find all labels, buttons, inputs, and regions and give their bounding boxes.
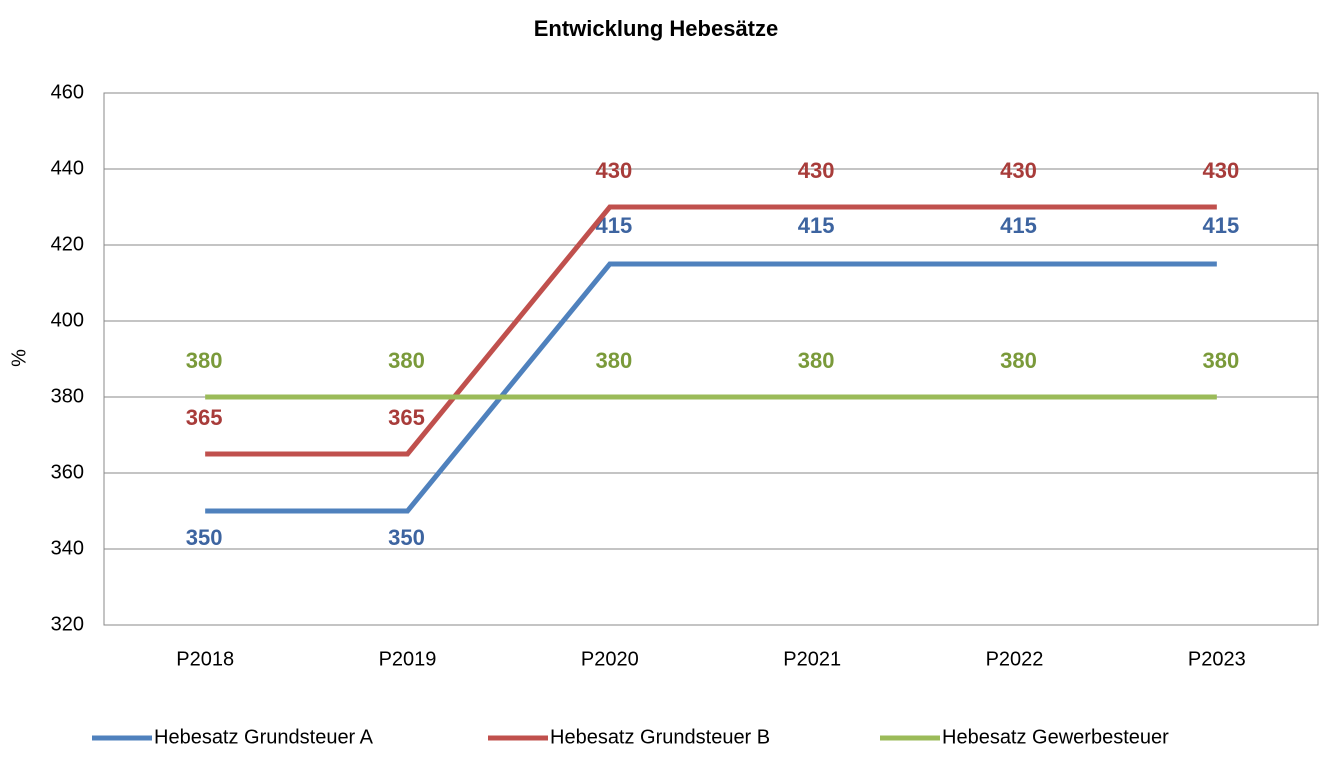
y-axis-label: % xyxy=(8,349,30,367)
y-tick-label: 360 xyxy=(51,461,84,483)
data-label: 380 xyxy=(388,348,425,373)
x-tick-label: P2018 xyxy=(176,648,234,670)
y-tick-label: 440 xyxy=(51,157,84,179)
legend-label: Hebesatz Grundsteuer B xyxy=(550,726,770,748)
data-label: 380 xyxy=(1202,348,1239,373)
data-label: 350 xyxy=(388,525,425,550)
y-tick-label: 340 xyxy=(51,537,84,559)
x-tick-label: P2023 xyxy=(1188,648,1246,670)
data-label: 430 xyxy=(1000,158,1037,183)
x-tick-label: P2022 xyxy=(986,648,1044,670)
legend-label: Hebesatz Gewerbesteuer xyxy=(942,726,1169,748)
y-tick-label: 460 xyxy=(51,81,84,103)
y-tick-label: 420 xyxy=(51,233,84,255)
data-label: 365 xyxy=(388,405,425,430)
y-tick-label: 320 xyxy=(51,613,84,635)
data-label: 365 xyxy=(186,405,223,430)
data-label: 430 xyxy=(798,158,835,183)
data-label: 415 xyxy=(798,213,835,238)
data-label: 350 xyxy=(186,525,223,550)
data-label: 380 xyxy=(1000,348,1037,373)
legend-label: Hebesatz Grundsteuer A xyxy=(154,726,374,748)
y-tick-label: 400 xyxy=(51,309,84,331)
y-tick-label: 380 xyxy=(51,385,84,407)
data-label: 415 xyxy=(1000,213,1037,238)
data-label: 380 xyxy=(798,348,835,373)
line xyxy=(205,204,1217,457)
data-label: 415 xyxy=(1202,213,1239,238)
data-label: 380 xyxy=(595,348,632,373)
x-tick-label: P2021 xyxy=(783,648,841,670)
line xyxy=(205,261,1217,514)
x-tick-label: P2020 xyxy=(581,648,639,670)
chart-title: Entwicklung Hebesätze xyxy=(534,16,779,41)
data-label: 430 xyxy=(595,158,632,183)
x-tick-label: P2019 xyxy=(379,648,437,670)
data-label: 430 xyxy=(1202,158,1239,183)
plot-border xyxy=(103,92,1319,626)
data-label: 380 xyxy=(186,348,223,373)
